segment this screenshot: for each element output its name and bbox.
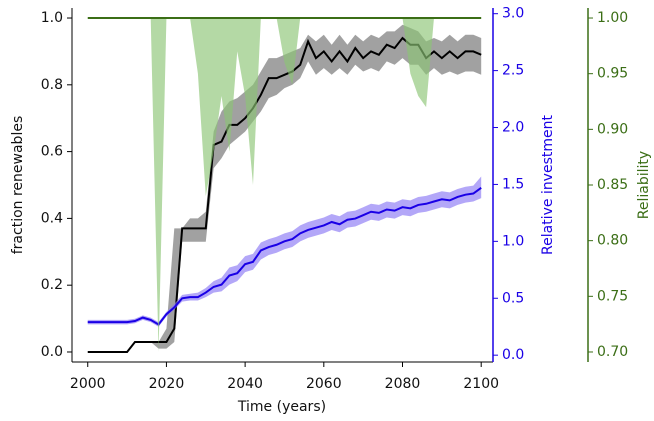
x-axis-label: Time (years): [237, 399, 326, 415]
y-tick-label: 0.6: [41, 144, 63, 160]
y2-tick-label: 1.0: [502, 233, 524, 249]
y3-tick-label: 0.85: [597, 177, 628, 193]
y3-axis-label: Reliability: [636, 151, 652, 219]
x-tick-label: 2040: [227, 376, 263, 392]
y2-tick-label: 3.0: [502, 6, 524, 22]
y-tick-label: 0.0: [41, 344, 63, 360]
band: [87, 176, 482, 327]
y3-tick-label: 0.75: [597, 288, 628, 304]
y2-axis-label: Relative investment: [540, 115, 556, 255]
y2-tick-label: 2.5: [502, 63, 524, 79]
y-tick-label: 0.2: [41, 277, 63, 293]
y3-tick-label: 1.00: [597, 10, 628, 26]
y2-tick-label: 2.0: [502, 120, 524, 136]
x-tick-label: 2020: [149, 376, 185, 392]
y-axis-label: fraction renewables: [10, 116, 26, 255]
x-tick-label: 2100: [463, 376, 499, 392]
line: [87, 187, 482, 326]
x-tick-label: 2080: [385, 376, 421, 392]
y2-tick-label: 0.0: [502, 347, 524, 363]
x-tick-label: 2000: [70, 376, 106, 392]
x-tick-label: 2060: [306, 376, 342, 392]
y-tick-label: 0.8: [41, 77, 63, 93]
y3-tick-label: 0.70: [597, 344, 628, 360]
y2-tick-label: 1.5: [502, 176, 524, 192]
y-tick-label: 1.0: [41, 10, 63, 26]
y3-tick-label: 0.90: [597, 121, 628, 137]
y2-tick-label: 0.5: [502, 290, 524, 306]
y3-tick-label: 0.95: [597, 66, 628, 82]
y-tick-label: 0.4: [41, 210, 63, 226]
y3-tick-label: 0.80: [597, 233, 628, 249]
